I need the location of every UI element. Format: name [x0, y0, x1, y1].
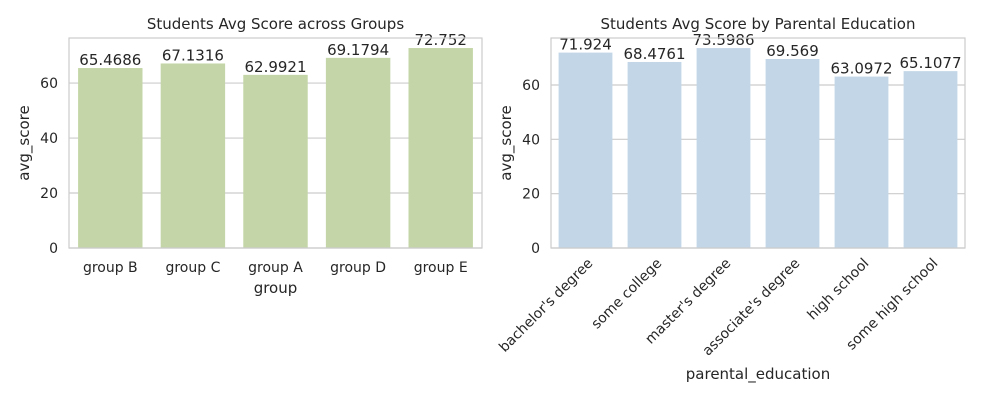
x-tick-label: group E: [414, 260, 468, 276]
data-label: 63.0972: [830, 60, 892, 78]
bar: [765, 59, 820, 248]
y-tick-label: 60: [522, 78, 540, 94]
bar: [696, 48, 751, 249]
bar: [325, 57, 391, 248]
y-tick-label: 20: [40, 186, 58, 202]
x-tick-label: group C: [165, 260, 220, 276]
data-label: 65.4686: [79, 51, 141, 69]
chart-title: Students Avg Score by Parental Education: [601, 15, 916, 33]
y-tick-label: 60: [40, 76, 58, 92]
chart-1: 0 20 40 60 65.4686 group B 67.1316 group C 62.99…: [15, 15, 483, 297]
data-label: 73.5986: [692, 31, 754, 49]
bar: [78, 68, 143, 248]
x-axis-label: group: [254, 279, 298, 297]
bar: [243, 74, 308, 248]
data-label: 71.924: [559, 36, 612, 54]
bar: [903, 71, 958, 248]
bar: [160, 63, 226, 248]
data-label: 69.1794: [327, 41, 389, 59]
x-tick-label: group A: [248, 260, 303, 276]
chart-title: Students Avg Score across Groups: [147, 15, 404, 33]
bar: [627, 61, 682, 248]
y-tick-label: 40: [522, 132, 540, 148]
bar: [408, 48, 473, 249]
data-label: 67.1316: [162, 46, 224, 64]
x-tick-label: high school: [805, 256, 873, 324]
x-tick-label: group D: [330, 260, 386, 276]
data-label: 69.569: [766, 42, 819, 60]
data-label: 62.9921: [244, 58, 306, 76]
y-tick-label: 0: [531, 241, 540, 257]
x-axis-label: parental_education: [686, 365, 830, 384]
plot-frame: [68, 37, 483, 249]
y-tick-label: 20: [522, 187, 540, 203]
x-tick-label: some college: [588, 256, 665, 333]
y-tick-label: 0: [49, 241, 58, 257]
bar: [558, 52, 613, 248]
y-axis-label: avg_score: [497, 105, 516, 180]
x-tick-label: bachelor's degree: [496, 256, 596, 356]
y-axis-label: avg_score: [15, 105, 34, 180]
chart-2: 0 20 40 60 71.924 bachelor's degree 68.4761 som…: [496, 15, 966, 384]
bar: [834, 76, 889, 248]
data-label: 72.752: [414, 31, 467, 49]
x-tick-label: group B: [83, 260, 138, 276]
data-label: 68.4761: [623, 45, 685, 63]
plot-frame: [550, 37, 966, 249]
y-tick-label: 40: [40, 131, 58, 147]
data-label: 65.1077: [899, 54, 961, 72]
